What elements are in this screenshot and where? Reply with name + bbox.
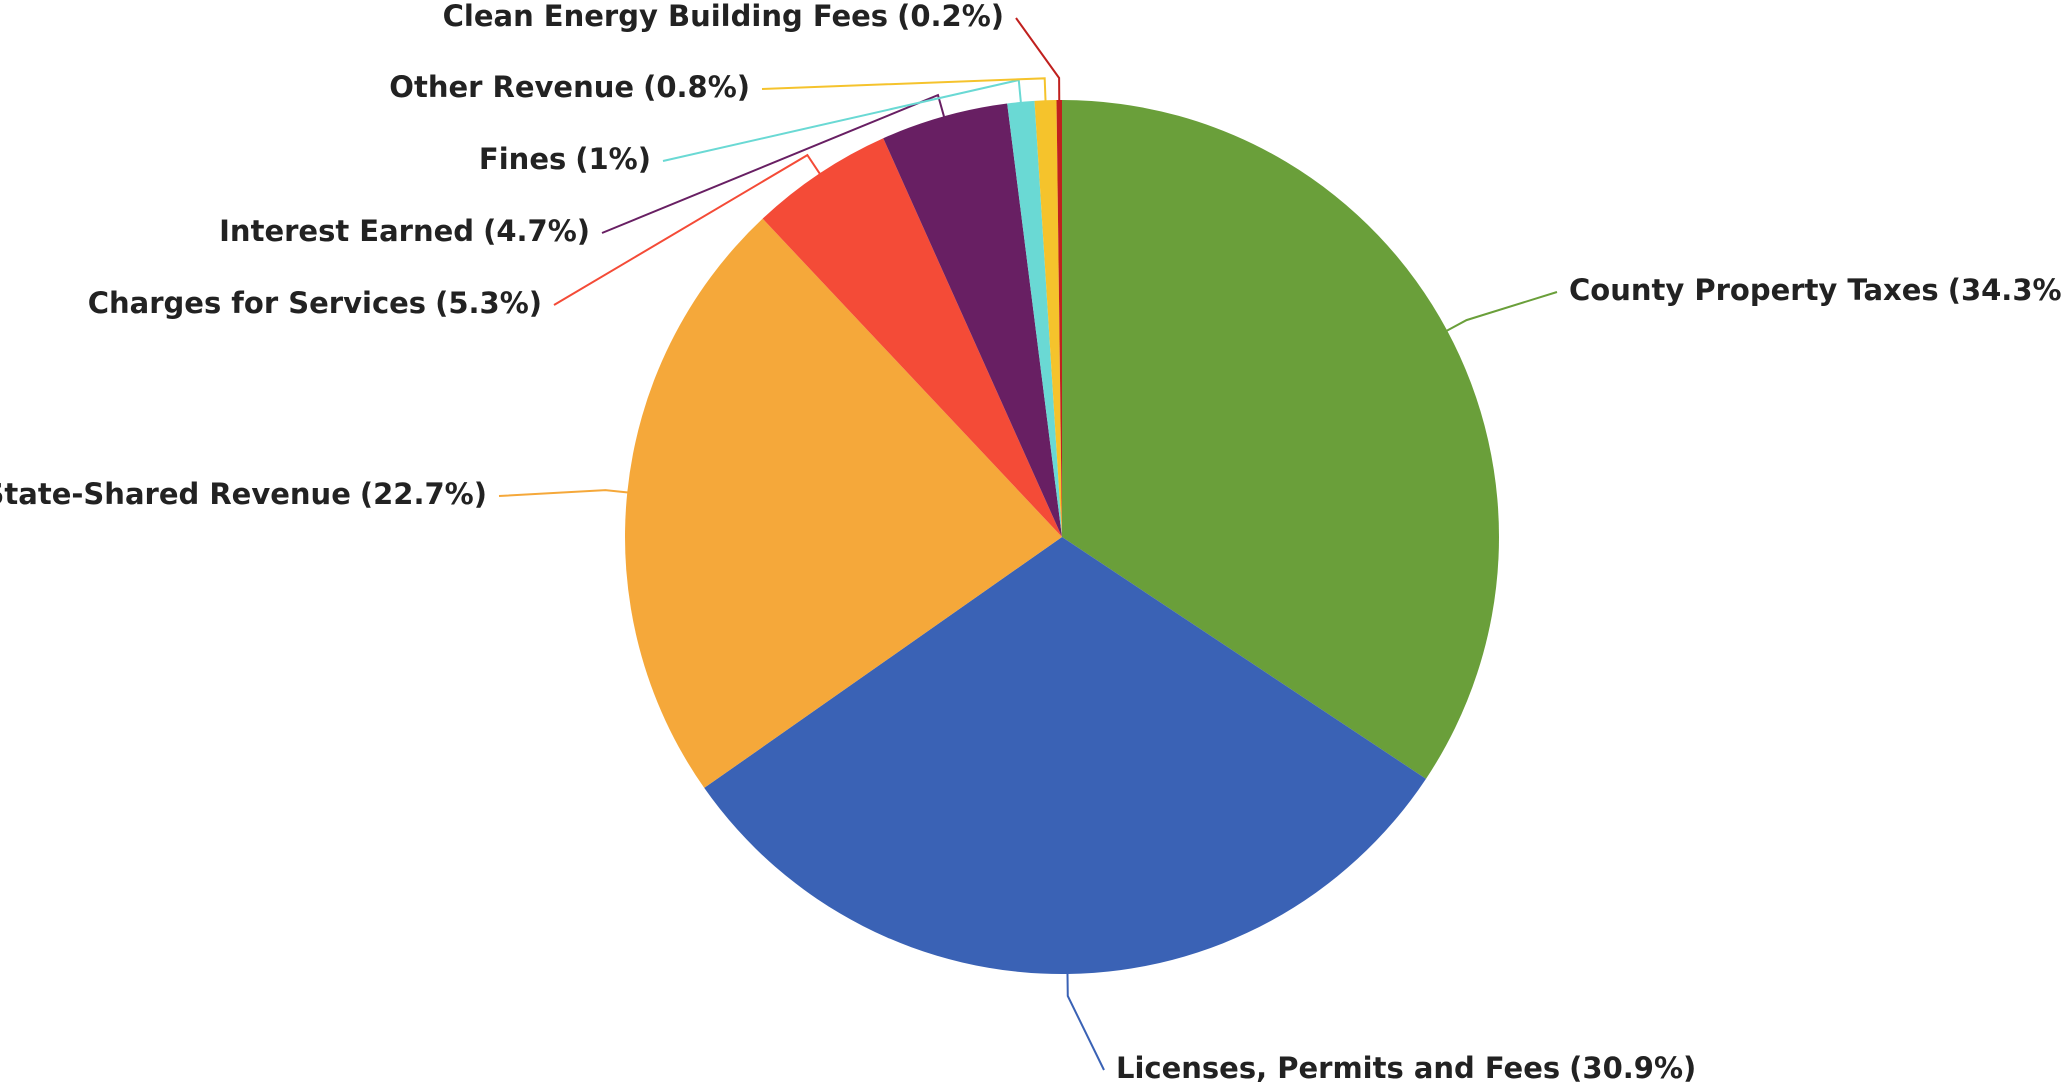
label-value: (0.8%) [643,70,750,104]
leader-line [553,153,822,306]
leader-line [1015,17,1061,103]
label-name: State-Shared Revenue [0,477,351,511]
pie-slice [1062,100,1499,779]
label-value: (1%) [575,142,651,176]
label-name: Clean Energy Building Fees [443,0,888,33]
pie-slice [1056,100,1062,537]
label-value: (34.3%) [1948,273,2063,307]
slice-label: Fines (1%) [479,142,651,176]
slice-label: Licenses, Permits and Fees (30.9%) [1116,1051,1696,1085]
leader-line [601,93,946,234]
leader-line [1444,291,1558,333]
slice-label: Other Revenue (0.8%) [389,70,750,104]
pie-slice [704,537,1426,974]
label-name: Licenses, Permits and Fees [1116,1051,1560,1085]
label-value: (0.2%) [897,0,1004,33]
label-name: Other Revenue [389,70,634,104]
pie-slice [1034,100,1062,537]
label-name: Charges for Services [88,286,426,320]
pie-slice [762,138,1062,537]
label-name: Fines [479,142,566,176]
pie-slice [1007,100,1062,537]
leader-line [498,489,630,497]
slice-label: Interest Earned (4.7%) [219,214,590,248]
label-name: County Property Taxes [1569,273,1939,307]
label-value: (5.3%) [435,286,542,320]
slice-label: County Property Taxes (34.3%) [1569,273,2063,307]
label-value: (4.7%) [483,214,590,248]
pie-slice [883,103,1062,538]
label-name: Interest Earned [219,214,474,248]
slice-label: Clean Energy Building Fees (0.2%) [443,0,1004,33]
leader-line [761,77,1047,103]
slice-label: State-Shared Revenue (22.7%) [0,477,487,511]
slice-label: Charges for Services (5.3%) [88,286,542,320]
label-value: (30.9%) [1569,1051,1696,1085]
label-value: (22.7%) [360,477,487,511]
pie-slice [624,218,1062,788]
leader-line [1066,971,1105,1071]
